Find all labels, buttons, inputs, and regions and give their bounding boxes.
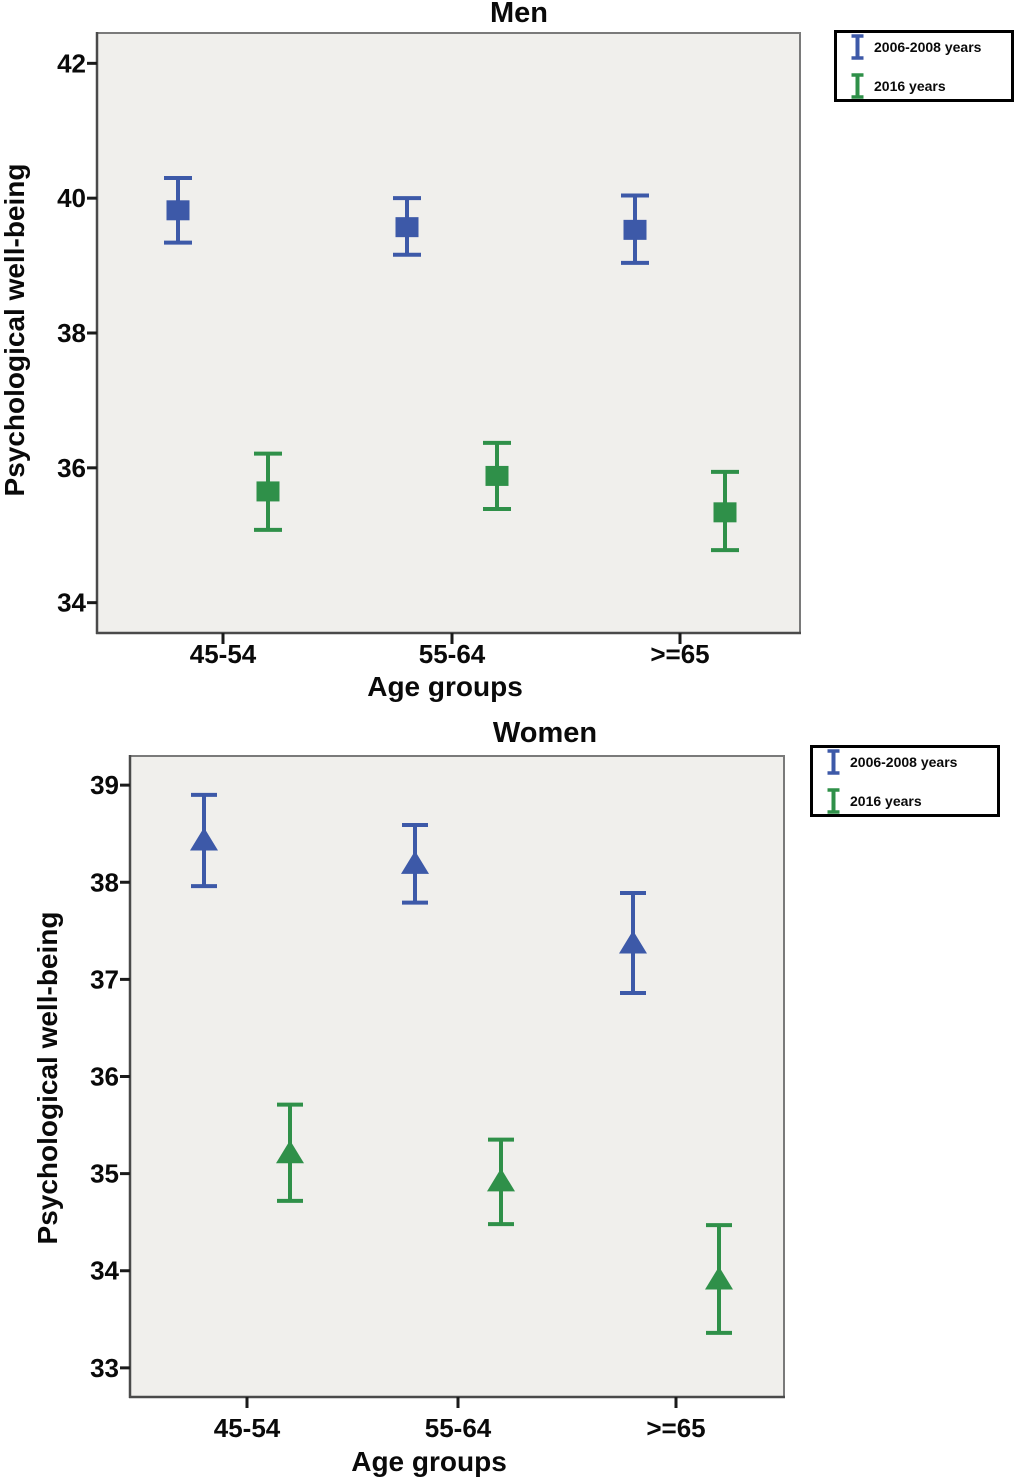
- error-bar: [621, 193, 649, 265]
- legend-label: 2016 years: [874, 77, 946, 94]
- plot-area-women: 39 38 37 36 35 34 33 45-54 55-64 >=65: [90, 755, 785, 1443]
- marker-triangle: [276, 1140, 304, 1164]
- marker-square: [713, 502, 737, 523]
- marker-square: [623, 219, 647, 240]
- error-bar: [483, 440, 511, 511]
- error-bar-icon: [851, 33, 864, 60]
- y-tick-label: 40: [57, 183, 86, 213]
- y-tick-label: 38: [90, 867, 119, 897]
- error-bar: [711, 469, 739, 553]
- x-tick-label: 45-54: [214, 1413, 281, 1443]
- y-tick-label: 37: [90, 964, 119, 994]
- error-bar: [619, 890, 647, 995]
- marker-square: [395, 217, 419, 238]
- plot-background: [129, 755, 785, 1398]
- legend-men: 2006-2008 years 2016 years: [834, 30, 1014, 102]
- x-tick-label: 55-64: [419, 639, 486, 669]
- error-bar-icon: [827, 748, 840, 775]
- error-bar: [487, 1137, 515, 1227]
- error-bar: [705, 1223, 733, 1335]
- x-axis-label-men: Age groups: [367, 671, 523, 702]
- marker-square: [166, 200, 190, 221]
- error-bar-icon: [851, 72, 864, 99]
- y-tick-label: 33: [90, 1353, 119, 1383]
- y-tick-label: 38: [57, 318, 86, 348]
- marker-triangle: [401, 850, 429, 874]
- legend-women: 2006-2008 years 2016 years: [810, 745, 1000, 817]
- y-tick-label: 34: [90, 1256, 119, 1286]
- marker-square: [485, 465, 509, 486]
- y-tick-label: 34: [57, 588, 86, 618]
- error-bar: [190, 792, 218, 889]
- x-tick-label: 45-54: [190, 639, 257, 669]
- legend-label: 2006-2008 years: [850, 753, 958, 770]
- error-bar: [254, 451, 282, 532]
- legend-item: 2016 years: [850, 71, 1011, 101]
- error-bar: [164, 175, 192, 245]
- error-bar: [401, 822, 429, 905]
- x-axis-label-women: Age groups: [351, 1446, 507, 1477]
- marker-triangle: [619, 930, 647, 954]
- error-bar: [393, 196, 421, 257]
- marker-square: [256, 481, 280, 502]
- y-tick-label: 35: [90, 1159, 119, 1189]
- x-tick-label: 55-64: [425, 1413, 492, 1443]
- marker-triangle: [705, 1266, 733, 1290]
- marker-triangle: [487, 1168, 515, 1192]
- legend-label: 2006-2008 years: [874, 38, 982, 55]
- legend-item: 2006-2008 years: [826, 747, 997, 777]
- x-tick-label: >=65: [646, 1413, 705, 1443]
- legend-item: 2006-2008 years: [850, 32, 1011, 62]
- chart-title-men: Men: [490, 0, 548, 29]
- legend-label: 2016 years: [850, 792, 922, 809]
- y-tick-label: 42: [57, 48, 86, 78]
- y-tick-label: 39: [90, 770, 119, 800]
- chart-title-women: Women: [492, 717, 598, 749]
- plot-background: [96, 32, 801, 634]
- error-bar: [276, 1102, 304, 1203]
- marker-triangle: [190, 827, 218, 851]
- error-bar-icon: [827, 787, 840, 814]
- plot-area-men: 42 40 38 36 34 45-54 55-64 >=65: [57, 32, 801, 669]
- legend-item: 2016 years: [826, 786, 997, 816]
- y-tick-label: 36: [57, 453, 86, 483]
- x-tick-label: >=65: [650, 639, 709, 669]
- y-tick-label: 36: [90, 1062, 119, 1092]
